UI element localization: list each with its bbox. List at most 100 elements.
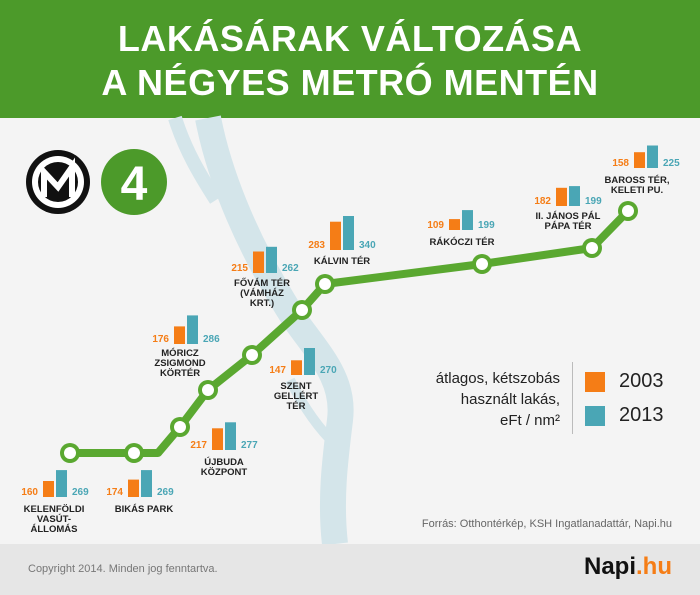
station-label-line: BIKÁS PARK [115, 504, 174, 515]
station-label-line: ZSIGMOND [154, 358, 205, 369]
station-label-line: VASÚT- [37, 513, 71, 525]
bar-2013 [266, 246, 277, 273]
station-label-line: ÚJBUDA [204, 456, 244, 468]
bar-2013 [56, 470, 67, 497]
station-label-line: KÁLVIN TÉR [314, 256, 370, 267]
station-label-line: MÓRICZ [161, 347, 199, 359]
station-label: FŐVÁM TÉR (VÁMHÁZ KRT.) [234, 277, 290, 309]
station-group: 217 277 ÚJBUDA KÖZPONT [170, 417, 258, 478]
line-badge: 4 [101, 149, 167, 215]
value-label-2003: 160 [21, 487, 38, 498]
station-label-line: II. JÁNOS PÁL [536, 211, 601, 222]
value-label-2003: 182 [534, 196, 551, 207]
value-label-2013: 277 [241, 440, 258, 451]
station-group: 176 286 MÓRICZ ZSIGMOND KÖRTÉR [152, 315, 220, 400]
value-label-2003: 283 [308, 240, 325, 251]
danube-river [168, 115, 354, 544]
station-label: SZENT GELLÉRT TÉR [274, 381, 319, 412]
value-label-2013: 225 [663, 158, 680, 169]
station-label-line: KÖRTÉR [160, 368, 200, 379]
value-label-2013: 286 [203, 334, 220, 345]
station-label-line: KÖZPONT [201, 467, 248, 478]
legend-divider [572, 362, 573, 434]
value-label-2013: 269 [157, 487, 174, 498]
header-banner: LAKÁSÁRAK VÁLTOZÁSA A NÉGYES METRÓ MENTÉ… [0, 0, 700, 118]
stations: 160 269 KELENFÖLDI VASÚT-ÁLLOMÁS 174 269 BIKÁS… [21, 145, 680, 535]
station-group: 158 225 BAROSS TÉR, KELETI PU. [605, 145, 680, 221]
station-label-line: SZENT [280, 381, 311, 392]
bar-2003 [634, 152, 645, 168]
station-group: 283 340 KÁLVIN TÉR [308, 216, 376, 294]
value-label-2003: 147 [269, 365, 286, 376]
station-label-line: BAROSS TÉR, [605, 175, 670, 186]
station-label: KELENFÖLDI VASÚT-ÁLLOMÁS [24, 504, 85, 535]
bar-2013 [462, 210, 473, 230]
legend-desc-line: átlagos, kétszobás [435, 370, 560, 387]
value-label-2013: 262 [282, 263, 299, 274]
station-label-line: (VÁMHÁZ [240, 288, 284, 299]
metro-logo [26, 150, 90, 214]
bar-2003 [330, 221, 341, 250]
bar-2013 [569, 186, 580, 206]
station-group: 182 199 II. JÁNOS PÁL PÁPA TÉR [534, 186, 602, 258]
value-label-2003: 217 [190, 440, 207, 451]
value-label-2003: 176 [152, 334, 169, 345]
station-label: II. JÁNOS PÁL PÁPA TÉR [536, 211, 601, 232]
station-group: 215 262 FŐVÁM TÉR (VÁMHÁZ KRT.) [231, 246, 312, 320]
station-marker-inner [476, 258, 488, 270]
bar-2013 [187, 315, 198, 344]
station-label-line: KELETI PU. [611, 185, 663, 196]
value-label-2003: 215 [231, 263, 248, 274]
station-label-line: KRT.) [250, 298, 274, 309]
source-note: Forrás: Otthontérkép, KSH Ingatlanadattá… [421, 518, 672, 530]
station-label-line: ÁLLOMÁS [31, 524, 78, 535]
title-line-1: LAKÁSÁRAK VÁLTOZÁSA [117, 18, 583, 59]
station-marker-inner [622, 205, 634, 217]
value-label-2013: 269 [72, 487, 89, 498]
station-marker-inner [319, 278, 331, 290]
metro-price-chart: 4 160 269 KELENFÖLDI VASÚT-ÁLLOMÁS 174 269 BIK… [21, 115, 680, 544]
station-group: 109 199 RÁKÓCZI TÉR [427, 210, 495, 274]
bar-2003 [449, 219, 460, 230]
value-label-2003: 174 [106, 487, 123, 498]
station-group: 160 269 KELENFÖLDI VASÚT-ÁLLOMÁS [21, 443, 89, 535]
legend-label-2013: 2013 [619, 404, 664, 426]
legend-desc-line: eFt / nm² [499, 412, 560, 429]
legend-swatch-2003 [585, 372, 605, 392]
bar-2013 [304, 348, 315, 375]
station-marker-inner [202, 384, 214, 396]
station-marker-inner [64, 447, 76, 459]
bar-2003 [253, 251, 264, 273]
station-label-line: TÉR [287, 401, 306, 412]
legend-label-2003: 2003 [619, 370, 664, 392]
station-marker-inner [296, 304, 308, 316]
legend-desc-line: használt lakás, [460, 391, 560, 408]
bar-2013 [343, 216, 354, 250]
value-label-2013: 199 [478, 220, 495, 231]
copyright: Copyright 2014. Minden jog fenntartva. [28, 563, 218, 575]
legend-swatch-2013 [585, 406, 605, 426]
station-group: 174 269 BIKÁS PARK [106, 443, 174, 515]
station-marker-inner [246, 349, 258, 361]
value-label-2013: 340 [359, 240, 376, 251]
brand-main: Napi [583, 553, 636, 580]
bar-2013 [647, 145, 658, 168]
station-marker-inner [174, 421, 186, 433]
title-line-2: A NÉGYES METRÓ MENTÉN [101, 62, 599, 103]
bar-2003 [43, 481, 54, 497]
bar-2013 [225, 422, 236, 450]
legend-description: átlagos, kétszobás használt lakás, eFt /… [400, 368, 560, 431]
value-label-2003: 109 [427, 220, 444, 231]
footer: Copyright 2014. Minden jog fenntartva. N… [0, 544, 700, 595]
line-number: 4 [121, 158, 148, 211]
station-label: BAROSS TÉR, KELETI PU. [605, 175, 670, 196]
bar-2003 [174, 326, 185, 344]
brand-logo: Napi.hu [584, 553, 672, 581]
station-marker-inner [128, 447, 140, 459]
station-label-line: KELENFÖLDI [24, 504, 85, 515]
station-label: MÓRICZ ZSIGMOND KÖRTÉR [154, 347, 205, 379]
brand-suffix: .hu [636, 553, 672, 580]
station-label: RÁKÓCZI TÉR [430, 236, 495, 248]
value-label-2013: 199 [585, 196, 602, 207]
